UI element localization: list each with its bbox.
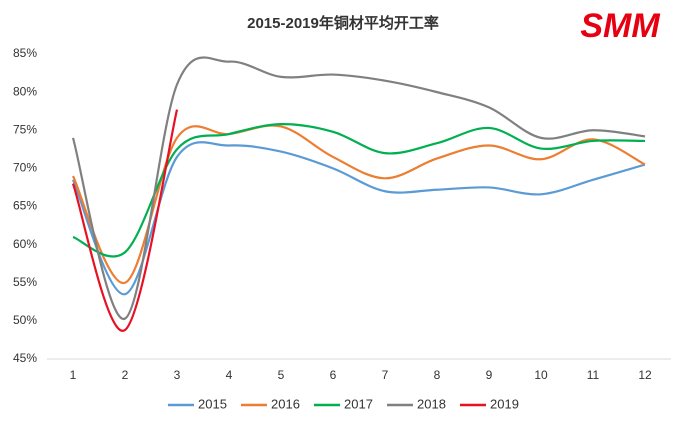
y-tick-label: 60% xyxy=(13,237,37,251)
chart-title: 2015-2019年铜材平均开工率 xyxy=(247,14,439,32)
x-tick-label: 11 xyxy=(587,368,600,382)
x-tick-label: 9 xyxy=(486,368,493,382)
y-tick-label: 65% xyxy=(13,199,37,213)
x-tick-label: 2 xyxy=(122,368,129,382)
x-tick-label: 6 xyxy=(330,368,337,382)
x-tick-label: 4 xyxy=(226,368,233,382)
legend-label: 2019 xyxy=(490,396,519,411)
logo: SMM xyxy=(580,7,660,45)
line-series xyxy=(71,56,646,320)
legend-label: 2017 xyxy=(344,396,373,411)
x-tick-label: 7 xyxy=(382,368,389,382)
x-tick-label: 10 xyxy=(534,368,548,382)
x-tick-label: 3 xyxy=(174,368,181,382)
y-tick-label: 45% xyxy=(13,351,37,365)
y-tick-label: 70% xyxy=(13,161,37,175)
x-tick-label: 1 xyxy=(70,368,77,382)
x-tick-label: 8 xyxy=(434,368,441,382)
y-tick-label: 85% xyxy=(13,46,37,60)
line-series xyxy=(72,123,646,258)
y-tick-label: 80% xyxy=(13,84,37,98)
legend-label: 2016 xyxy=(271,396,300,411)
y-tick-label: 75% xyxy=(13,122,37,136)
x-tick-label: 5 xyxy=(278,368,285,382)
legend-label: 2018 xyxy=(417,396,446,411)
x-tick-label: 12 xyxy=(638,368,652,382)
y-tick-label: 50% xyxy=(13,313,37,327)
y-tick-label: 55% xyxy=(13,275,37,289)
line-series xyxy=(71,109,179,332)
legend-label: 2015 xyxy=(198,396,227,411)
line-series xyxy=(72,124,646,284)
